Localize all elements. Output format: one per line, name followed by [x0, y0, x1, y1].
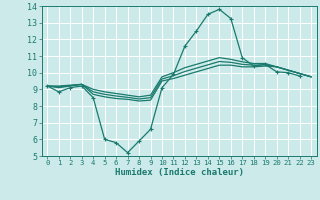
X-axis label: Humidex (Indice chaleur): Humidex (Indice chaleur): [115, 168, 244, 177]
